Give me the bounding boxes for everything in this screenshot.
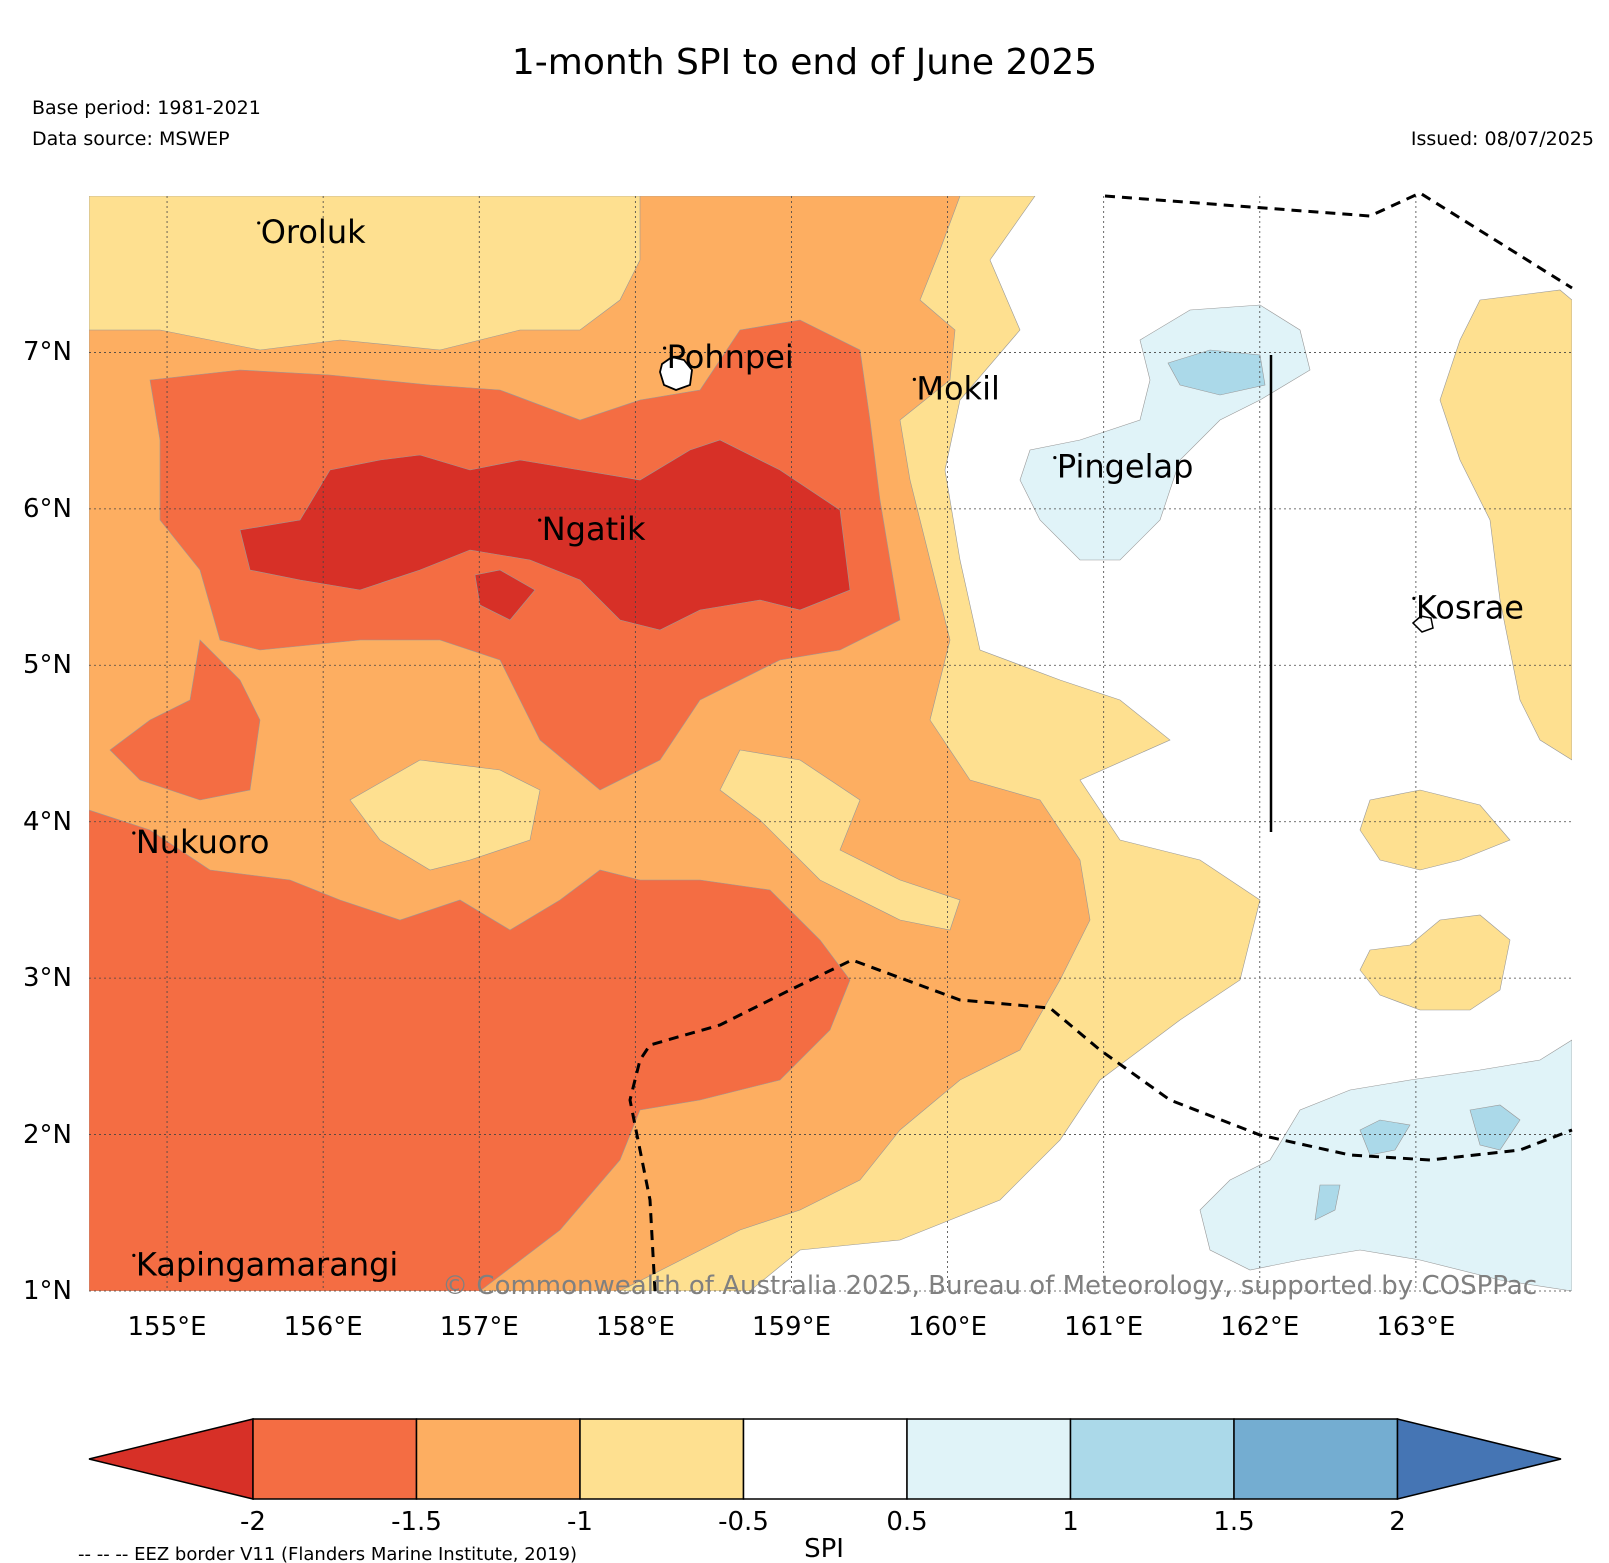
colorbar-extend-low <box>88 1418 254 1500</box>
spi-region-very-wet <box>1359 1119 1411 1156</box>
lat-tick-label: 3°N <box>23 963 72 994</box>
spi-region-exceptionally-dry <box>474 569 536 621</box>
spi-region-moderately-wet <box>1199 1039 1572 1291</box>
eez-border <box>628 191 1573 1292</box>
base-period: Base period: 1981-2021 <box>32 97 261 119</box>
spi-region-moderately-dry <box>1439 289 1572 761</box>
place-marker <box>1412 596 1416 600</box>
place-marker <box>132 1253 136 1257</box>
kosrae-island-outline <box>1411 615 1434 633</box>
spi-region-very-wet <box>1167 349 1266 396</box>
lat-tick-label: 2°N <box>23 1119 72 1150</box>
colorbar-label: SPI <box>804 1534 844 1563</box>
place-marker <box>538 518 542 522</box>
lat-tick-label: 4°N <box>23 806 72 837</box>
copyright-note: © Commonwealth of Australia 2025, Bureau… <box>442 1271 1537 1301</box>
colorbar-segment <box>579 1418 745 1500</box>
spi-region-moderately-dry <box>1359 914 1511 1011</box>
spi-region-very-wet <box>1314 1184 1341 1221</box>
lon-tick-label: 157°E <box>439 1312 519 1342</box>
place-marker <box>662 346 667 350</box>
place-marker <box>132 831 136 835</box>
colorbar-segment <box>252 1418 418 1500</box>
colorbar: -2 -1.5 -1 -0.5 0.5 1 1.5 2 <box>88 1418 1562 1537</box>
colorbar-segment <box>415 1418 581 1500</box>
graticule <box>89 196 1572 1292</box>
lon-tick-label: 160°E <box>908 1312 988 1342</box>
place-label: Ngatik <box>542 510 646 548</box>
lat-tick-label: 6°N <box>23 493 72 524</box>
colorbar-tick-label: -0.5 <box>718 1507 769 1537</box>
place-labels: Oroluk Pohnpei Mokil Pingelap Ngatik Kosrae Nu… <box>132 213 1524 1283</box>
colorbar-segment <box>742 1418 908 1500</box>
lon-tick-label: 163°E <box>1376 1312 1456 1342</box>
place-label: Kapingamarangi <box>136 1245 398 1283</box>
map-title: 1-month SPI to end of June 2025 <box>511 42 1098 83</box>
lon-tick-label: 155°E <box>127 1312 207 1342</box>
colorbar-tick-label: 0.5 <box>886 1507 927 1537</box>
spi-region-very-wet <box>1469 1104 1521 1151</box>
lat-tick-label: 1°N <box>23 1276 72 1306</box>
colorbar-extend-high <box>1396 1418 1562 1500</box>
colorbar-segment <box>906 1418 1072 1500</box>
place-label: Pohnpei <box>667 338 794 376</box>
lat-tick-label: 5°N <box>23 650 72 681</box>
place-label: Kosrae <box>1416 588 1524 626</box>
colorbar-tick-label: 2 <box>1389 1507 1406 1537</box>
place-label: Mokil <box>916 369 1000 407</box>
spi-region-extremely-dry <box>109 639 261 801</box>
spi-region-moderately-dry <box>719 749 961 931</box>
spi-region-exceptionally-dry <box>239 439 851 631</box>
place-label: Oroluk <box>261 213 366 251</box>
place-marker <box>1053 455 1057 460</box>
eez-note: -- -- -- EEZ border V11 (Flanders Marine… <box>78 1544 577 1563</box>
spi-region-moderately-dry <box>349 759 541 871</box>
colorbar-tick-label: -1.5 <box>391 1507 442 1537</box>
lon-tick-label: 156°E <box>283 1312 363 1342</box>
lon-tick-label: 162°E <box>1220 1312 1300 1342</box>
colorbar-tick-label: -2 <box>240 1507 266 1537</box>
colorbar-tick-label: 1 <box>1062 1507 1079 1537</box>
spi-region-extremely-dry <box>89 809 851 1291</box>
spi-region-moderately-dry <box>1359 789 1511 871</box>
place-marker <box>257 221 261 225</box>
data-source: Data source: MSWEP <box>32 128 230 150</box>
place-label: Nukuoro <box>136 823 270 861</box>
lon-tick-label: 161°E <box>1064 1312 1144 1342</box>
place-label: Pingelap <box>1057 448 1194 486</box>
place-marker <box>912 377 916 381</box>
lat-tick-label: 7°N <box>23 337 72 368</box>
pohnpei-island-outline <box>659 356 693 391</box>
colorbar-tick-label: -1 <box>567 1507 593 1537</box>
colorbar-segment <box>1233 1418 1399 1500</box>
issued-date: Issued: 08/07/2025 <box>1410 128 1594 150</box>
colorbar-tick-label: 1.5 <box>1213 1507 1254 1537</box>
colorbar-segment <box>1069 1418 1235 1500</box>
lon-tick-label: 158°E <box>595 1312 675 1342</box>
lon-tick-label: 159°E <box>751 1312 831 1342</box>
